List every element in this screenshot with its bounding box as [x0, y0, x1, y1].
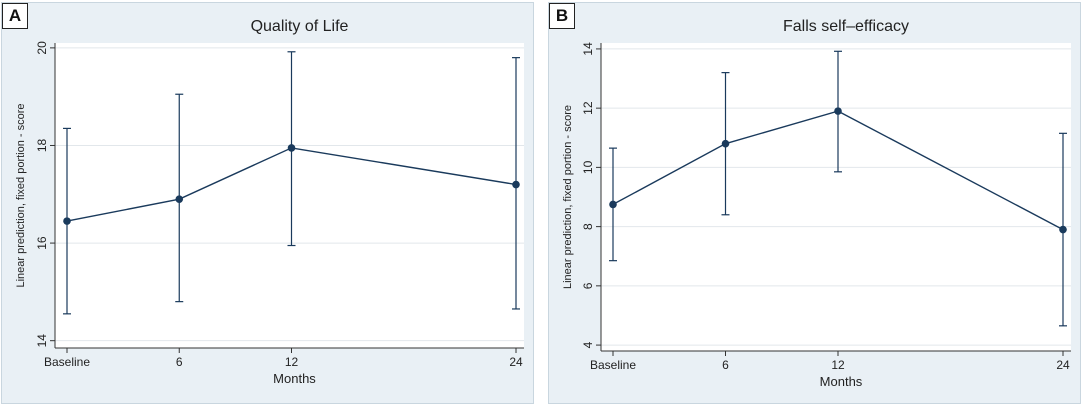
y-tick-label: 8	[581, 223, 595, 230]
y-axis-title: Linear prediction, fixed portion - score	[562, 105, 574, 289]
data-point	[721, 139, 730, 148]
x-tick-label: 24	[1056, 358, 1070, 372]
chart-panel-b: B 4 6 8 10 12 14 Baseline 6 12 24 Falls self–effic…	[548, 2, 1081, 404]
data-point	[609, 200, 617, 209]
chart-panel-a: A 14 16 18 20 Baseline 6 12 24 Quality of Life Mo…	[1, 2, 534, 404]
y-tick-label: 10	[581, 160, 595, 174]
x-axis-title: Months	[273, 371, 316, 386]
x-axis-title: Months	[820, 374, 863, 389]
chart-title: Falls self–efficacy	[783, 18, 909, 35]
data-point	[63, 217, 71, 225]
plot-area	[55, 43, 524, 348]
x-tick-label: Baseline	[44, 355, 90, 369]
data-point	[512, 180, 520, 189]
plot-area	[601, 43, 1071, 351]
x-tick-label: 12	[831, 358, 845, 372]
y-tick-label: 14	[581, 42, 595, 56]
x-tick-label: 12	[285, 355, 299, 369]
chart-title: Quality of Life	[251, 18, 349, 35]
y-tick-label: 4	[581, 341, 595, 348]
y-tick-label: 12	[581, 101, 595, 115]
y-tick-label: 6	[581, 282, 595, 289]
series-line	[612, 110, 1064, 231]
panel-label-a: A	[2, 3, 28, 29]
y-tick-label: 14	[35, 334, 49, 348]
x-tick-label: Baseline	[590, 358, 636, 372]
y-tick-label: 20	[35, 41, 49, 55]
data-point	[834, 107, 842, 115]
data-point	[175, 195, 184, 203]
y-tick-label: 16	[35, 236, 49, 250]
x-tick-label: 6	[176, 355, 183, 369]
y-axis-title: Linear prediction, fixed portion - score	[15, 103, 27, 287]
y-tick-label: 18	[35, 138, 49, 152]
panel-label-b: B	[549, 3, 575, 29]
x-tick-label: 6	[722, 358, 729, 372]
data-point	[1059, 225, 1067, 234]
x-tick-label: 24	[509, 355, 523, 369]
series-line	[66, 147, 517, 222]
quality-of-life-chart: 14 16 18 20 Baseline 6 12 24 Quality of Life Mont…	[15, 18, 524, 386]
data-point	[287, 144, 296, 152]
falls-self-efficacy-chart: 4 6 8 10 12 14 Baseline 6 12 24 Falls self–efficac…	[562, 18, 1071, 389]
